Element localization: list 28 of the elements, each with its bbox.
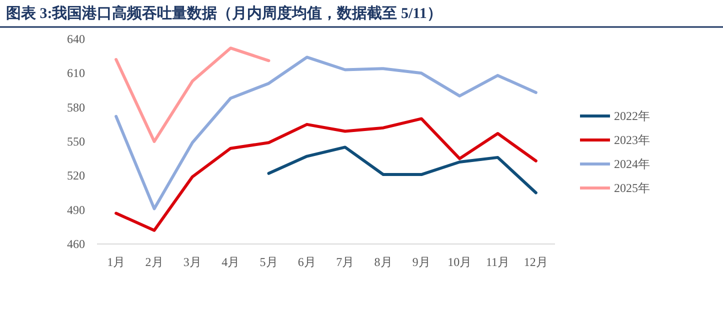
line-series xyxy=(114,56,538,210)
y-tick-label: 610 xyxy=(67,66,85,80)
y-tick-label: 640 xyxy=(67,32,85,46)
x-tick-label: 4月 xyxy=(222,255,240,269)
x-tick-label: 12月 xyxy=(524,255,548,269)
x-tick-label: 11月 xyxy=(486,255,510,269)
y-tick-label: 460 xyxy=(67,237,85,251)
legend-label: 2025年 xyxy=(614,181,650,195)
x-tick-label: 7月 xyxy=(336,255,354,269)
x-tick-label: 1月 xyxy=(107,255,126,269)
y-tick-label: 520 xyxy=(67,168,85,183)
x-tick-label: 9月 xyxy=(412,255,430,269)
y-tick-label: 580 xyxy=(67,100,85,114)
y-tick-label: 490 xyxy=(67,202,85,217)
line-series xyxy=(114,117,538,232)
legend-label: 2024年 xyxy=(614,157,650,171)
x-tick-label: 2月 xyxy=(145,255,164,269)
x-tick-label: 5月 xyxy=(260,255,278,269)
x-tick-label: 10月 xyxy=(448,255,472,269)
x-tick-label: 3月 xyxy=(183,255,202,269)
x-tick-label: 8月 xyxy=(374,255,392,269)
line-series xyxy=(267,146,538,194)
line-series xyxy=(114,46,270,143)
legend-label: 2023年 xyxy=(614,133,650,147)
legend-label: 2022年 xyxy=(614,109,650,123)
y-tick-label: 550 xyxy=(67,134,85,148)
chart-title: 图表 3:我国港口高频吞吐量数据（月内周度均值，数据截至 5/11） xyxy=(6,4,442,22)
x-tick-label: 6月 xyxy=(298,255,316,269)
